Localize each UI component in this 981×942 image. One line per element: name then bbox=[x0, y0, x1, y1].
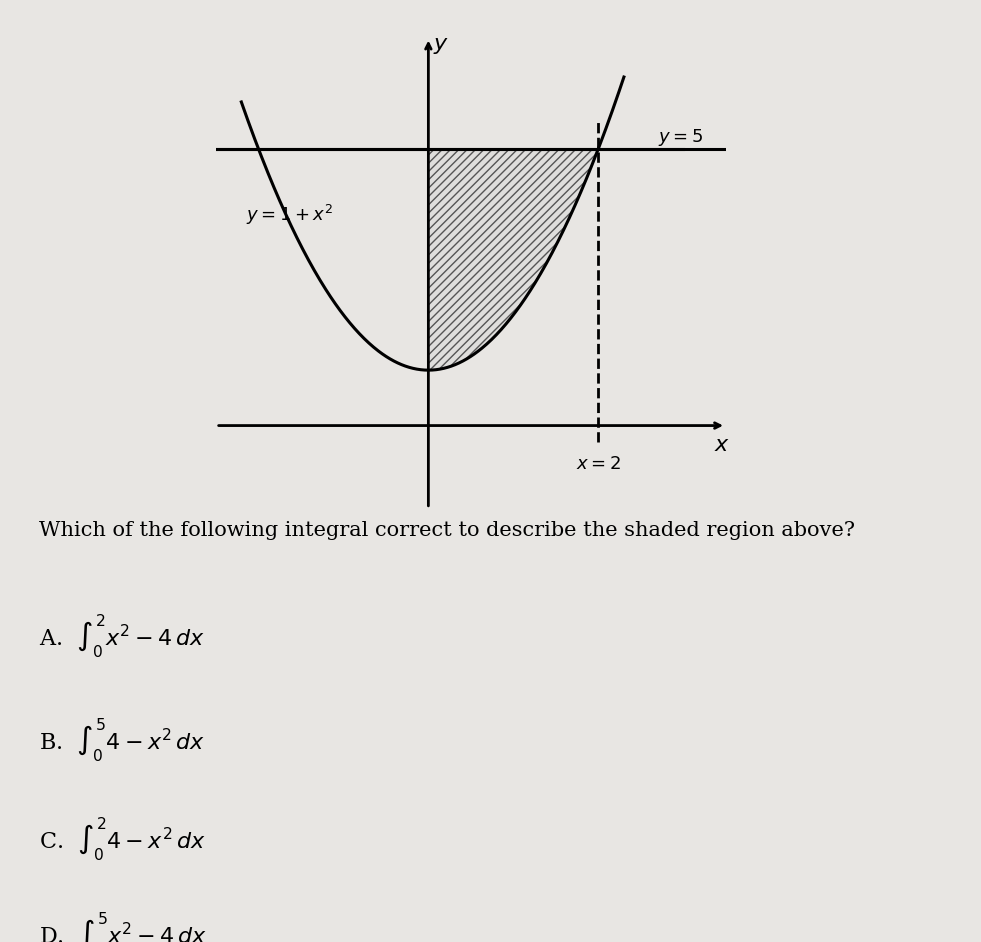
Text: D.  $\int_0^{5} x^2 - 4\, dx$: D. $\int_0^{5} x^2 - 4\, dx$ bbox=[39, 910, 207, 942]
Text: C.  $\int_0^{2} 4 - x^2\, dx$: C. $\int_0^{2} 4 - x^2\, dx$ bbox=[39, 816, 206, 863]
Text: Which of the following integral correct to describe the shaded region above?: Which of the following integral correct … bbox=[39, 522, 855, 541]
Text: $x$: $x$ bbox=[714, 435, 730, 455]
Text: $x=2$: $x=2$ bbox=[576, 455, 621, 473]
Text: $y = 1+x^2$: $y = 1+x^2$ bbox=[245, 203, 333, 227]
Text: A.  $\int_0^{2} x^2 - 4\, dx$: A. $\int_0^{2} x^2 - 4\, dx$ bbox=[39, 612, 205, 659]
Text: B.  $\int_0^{5} 4 - x^2\, dx$: B. $\int_0^{5} 4 - x^2\, dx$ bbox=[39, 716, 205, 764]
Text: $y = 5$: $y = 5$ bbox=[658, 127, 703, 148]
Text: $y$: $y$ bbox=[434, 36, 449, 56]
